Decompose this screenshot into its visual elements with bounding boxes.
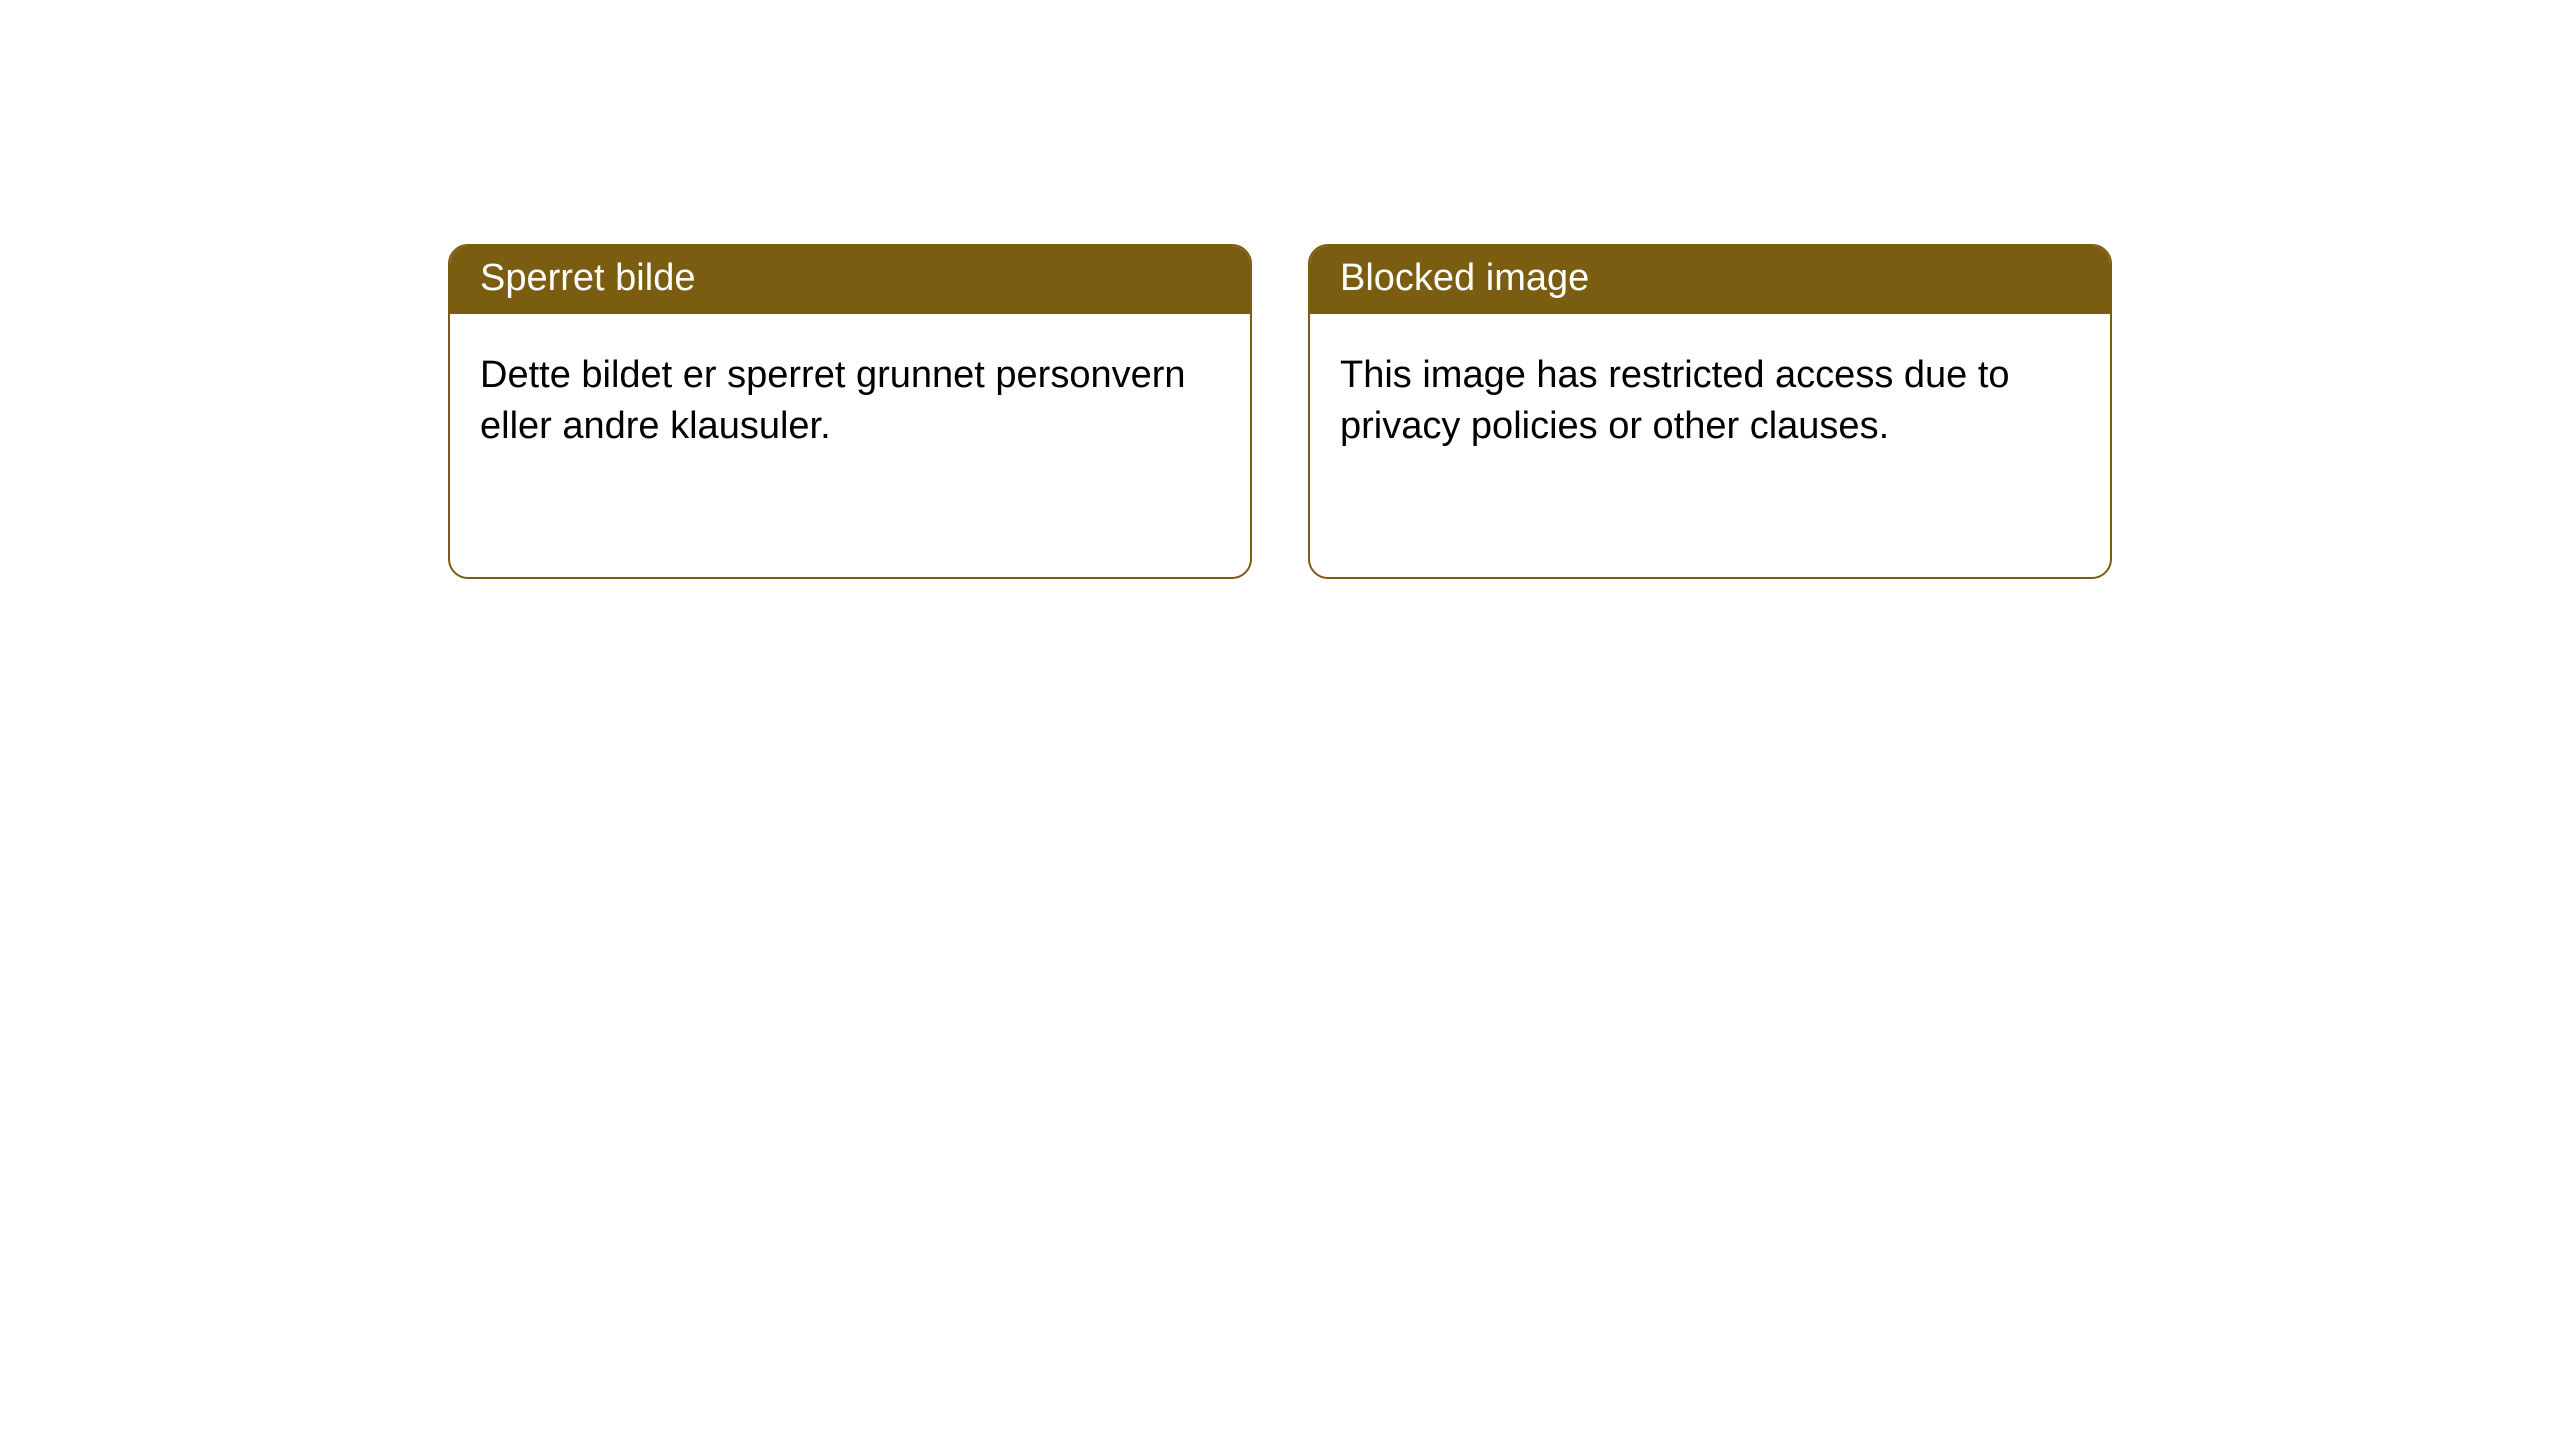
card-container: Sperret bilde Dette bildet er sperret gr… xyxy=(0,0,2560,579)
card-body-text: Dette bildet er sperret grunnet personve… xyxy=(480,354,1186,447)
card-body: Dette bildet er sperret grunnet personve… xyxy=(450,314,1250,489)
card-header: Blocked image xyxy=(1310,246,2110,314)
card-header: Sperret bilde xyxy=(450,246,1250,314)
card-title: Sperret bilde xyxy=(480,257,695,299)
blocked-image-card-en: Blocked image This image has restricted … xyxy=(1308,244,2112,579)
card-title: Blocked image xyxy=(1340,257,1589,299)
card-body: This image has restricted access due to … xyxy=(1310,314,2110,489)
card-body-text: This image has restricted access due to … xyxy=(1340,354,2010,447)
blocked-image-card-no: Sperret bilde Dette bildet er sperret gr… xyxy=(448,244,1252,579)
